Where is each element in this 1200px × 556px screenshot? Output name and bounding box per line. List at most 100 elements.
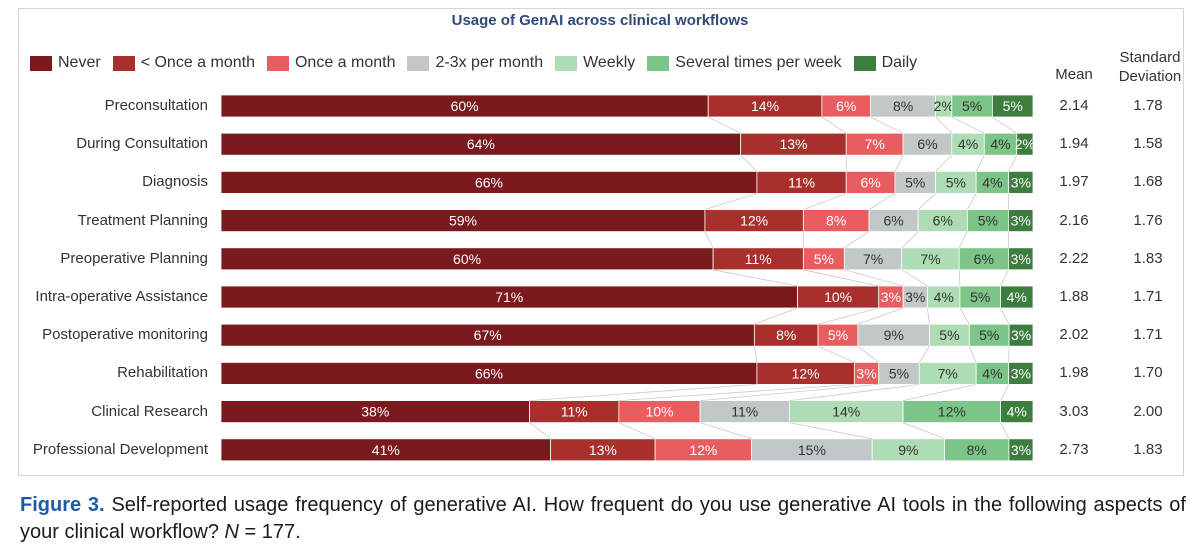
- mean-value: 1.88: [1059, 288, 1089, 305]
- data-label: 67%: [474, 327, 502, 343]
- connector-line: [529, 422, 551, 440]
- data-label: 4%: [982, 174, 1002, 190]
- connector-line: [870, 116, 904, 134]
- row-label-clinical-research: Clinical Research: [91, 402, 208, 420]
- row-label-preoperative-planning: Preoperative Planning: [60, 249, 208, 267]
- connector-line: [740, 154, 758, 172]
- data-label: 7%: [920, 251, 940, 267]
- caption-text: Self-reported usage frequency of generat…: [20, 494, 1186, 543]
- std-value: 1.70: [1133, 364, 1163, 382]
- connector-line: [918, 345, 930, 363]
- figure-caption: Figure 3. Self-reported usage frequency …: [20, 492, 1186, 546]
- data-label: 15%: [798, 442, 826, 458]
- connector-line: [1000, 307, 1010, 325]
- legend-label: Weekly: [583, 54, 636, 71]
- data-label: 59%: [449, 213, 477, 229]
- bar-segment-daily: [1007, 209, 1034, 233]
- std-value: 1.71: [1133, 326, 1163, 344]
- connector-line: [1008, 155, 1018, 172]
- connector-line: [817, 345, 855, 363]
- data-label: 8%: [967, 442, 987, 458]
- data-label: 4%: [934, 289, 954, 305]
- mean-value: 1.97: [1059, 173, 1089, 191]
- connector-line: [529, 384, 757, 401]
- connector-line: [959, 307, 970, 325]
- caption-n-value: = 177.: [238, 521, 301, 543]
- connector-line: [753, 346, 758, 363]
- connector-line: [902, 384, 977, 401]
- std-header-line2: Deviation: [1118, 68, 1182, 85]
- row-label-treatment-planning: Treatment Planning: [77, 211, 208, 229]
- connector-line: [618, 384, 855, 401]
- legend-item-2-3x-per-month: 2-3x per month: [407, 54, 543, 72]
- connector-line: [754, 307, 798, 325]
- bar-chart: 60% 14% 6% 8% 2% 5% 5% 64% 13% 7% 6% 4% 4% 2% 66% 11% 6%…: [220, 94, 1035, 462]
- connector-line: [958, 269, 961, 287]
- data-label: 5%: [946, 174, 966, 190]
- data-label: 5%: [828, 327, 848, 343]
- std-value: 1.83: [1133, 249, 1163, 267]
- data-label: 7%: [865, 136, 885, 152]
- connector-line: [901, 269, 928, 287]
- legend-item-never: Never: [30, 54, 101, 72]
- legend-item-once-a-month: < Once a month: [112, 54, 255, 72]
- data-label: 9%: [884, 327, 904, 343]
- connector-line: [700, 384, 879, 401]
- connector-line: [901, 231, 919, 249]
- connector-line: [803, 193, 847, 210]
- bar-segment-daily: [1008, 438, 1034, 462]
- data-label: 5%: [978, 213, 998, 229]
- legend-label: Once a month: [294, 54, 396, 71]
- connector-line: [789, 384, 920, 401]
- data-label: 9%: [898, 442, 918, 458]
- data-label: 5%: [970, 289, 990, 305]
- legend-label: Several times per week: [675, 54, 842, 71]
- mean-value: 2.73: [1059, 440, 1089, 458]
- connector-line: [857, 345, 879, 363]
- data-label: 60%: [453, 251, 481, 267]
- mean-value: 3.03: [1059, 402, 1089, 420]
- legend-item-daily: Daily: [853, 54, 917, 72]
- bar-segment-daily: [1008, 361, 1034, 385]
- legend-item-several-times-per-week: Several times per week: [647, 54, 842, 72]
- data-label: 2%: [1015, 136, 1035, 152]
- row-label-diagnosis: Diagnosis: [142, 173, 208, 191]
- data-label: 3%: [856, 365, 876, 381]
- data-label: 13%: [779, 136, 807, 152]
- connector-line: [704, 193, 758, 210]
- data-label: 3%: [1011, 251, 1031, 267]
- connector-line: [992, 116, 1017, 134]
- data-label: 8%: [893, 98, 913, 114]
- data-label: 11%: [561, 404, 588, 420]
- connector-line: [803, 269, 879, 287]
- data-label: 7%: [863, 251, 883, 267]
- row-label-during-consultation: During Consultation: [76, 135, 208, 153]
- std-value: 1.76: [1133, 211, 1163, 229]
- mean-value: 1.98: [1059, 364, 1089, 382]
- std-value: 1.71: [1133, 288, 1163, 305]
- std-value: 1.78: [1133, 97, 1163, 114]
- data-label: 3%: [1011, 174, 1031, 190]
- data-label: 6%: [883, 213, 903, 229]
- data-label: 41%: [372, 442, 400, 458]
- legend-swatch: [30, 55, 52, 71]
- connector-line: [844, 269, 904, 287]
- legend-swatch: [647, 55, 670, 71]
- data-label: 12%: [938, 404, 966, 420]
- data-label: 3%: [905, 289, 925, 305]
- data-label: 6%: [860, 174, 880, 190]
- connector-line: [902, 422, 945, 440]
- data-label: 14%: [751, 98, 779, 114]
- connector-line: [817, 307, 879, 325]
- connector-line: [935, 154, 953, 172]
- data-label: 6%: [974, 251, 994, 267]
- connector-line: [1000, 422, 1010, 439]
- connector-line: [958, 231, 968, 248]
- mean-value: 2.16: [1059, 211, 1089, 229]
- legend-label: 2-3x per month: [435, 54, 544, 71]
- data-label: 3%: [881, 289, 901, 305]
- data-label: 60%: [451, 98, 479, 114]
- legend-swatch: [555, 55, 578, 71]
- std-header-line1: Standard: [1119, 49, 1181, 66]
- row-label-rehabilitation: Rehabilitation: [117, 364, 208, 382]
